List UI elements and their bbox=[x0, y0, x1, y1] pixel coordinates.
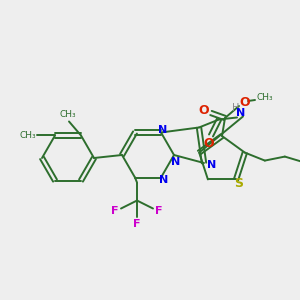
Text: O: O bbox=[240, 95, 250, 109]
Text: H: H bbox=[232, 103, 240, 113]
Text: O: O bbox=[204, 137, 214, 150]
Text: F: F bbox=[155, 206, 163, 215]
Text: S: S bbox=[235, 177, 244, 190]
Text: N: N bbox=[236, 109, 246, 118]
Text: N: N bbox=[158, 125, 168, 136]
Text: N: N bbox=[159, 175, 169, 184]
Text: F: F bbox=[133, 218, 141, 229]
Text: CH₃: CH₃ bbox=[20, 131, 36, 140]
Text: O: O bbox=[199, 104, 209, 118]
Text: CH₃: CH₃ bbox=[257, 94, 273, 103]
Text: CH₃: CH₃ bbox=[60, 110, 76, 119]
Text: N: N bbox=[171, 157, 181, 167]
Text: F: F bbox=[111, 206, 119, 215]
Text: N: N bbox=[207, 160, 217, 170]
